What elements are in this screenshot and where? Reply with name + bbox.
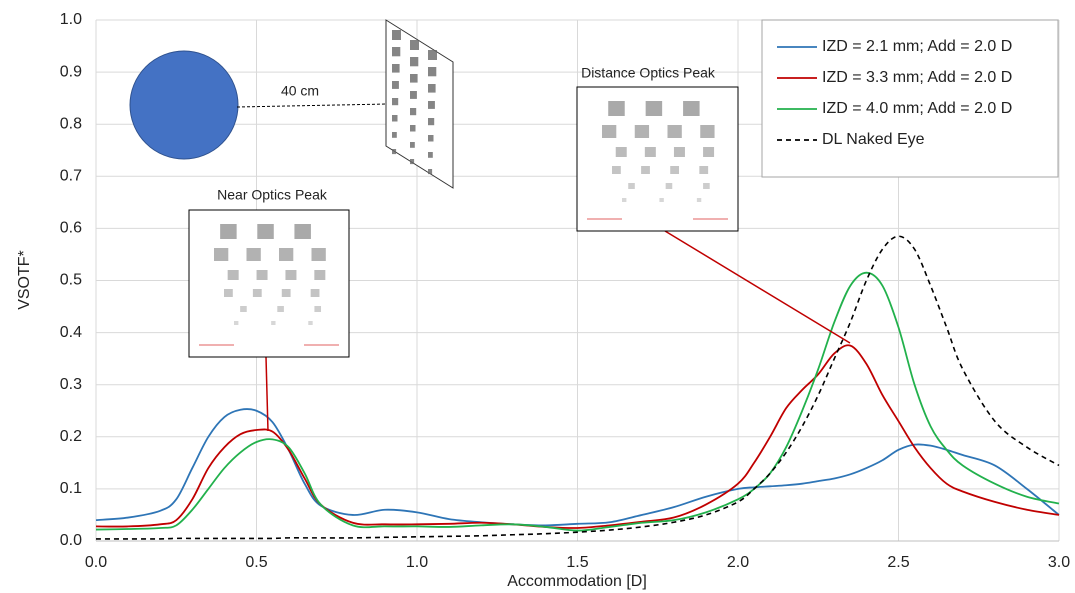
letter bbox=[628, 183, 635, 189]
letter bbox=[410, 91, 417, 99]
legend-label: IZD = 4.0 mm; Add = 2.0 D bbox=[822, 100, 1012, 117]
letter bbox=[257, 270, 268, 280]
letter bbox=[608, 101, 625, 116]
x-tick-label: 0.5 bbox=[245, 554, 267, 571]
letter bbox=[646, 101, 663, 116]
letter bbox=[214, 248, 228, 261]
letter bbox=[314, 270, 325, 280]
letter bbox=[392, 149, 396, 154]
letter bbox=[602, 125, 616, 138]
letter bbox=[645, 147, 656, 157]
letter bbox=[392, 132, 397, 138]
letter bbox=[670, 166, 679, 174]
letter bbox=[612, 166, 621, 174]
letter bbox=[240, 306, 247, 312]
letter bbox=[410, 159, 414, 164]
letter bbox=[699, 166, 708, 174]
legend-label: DL Naked Eye bbox=[822, 131, 925, 148]
letter bbox=[410, 125, 416, 132]
y-tick-label: 0.2 bbox=[60, 428, 82, 445]
letter bbox=[392, 30, 401, 40]
letter bbox=[294, 224, 311, 239]
y-tick-label: 0.5 bbox=[60, 272, 82, 289]
letter bbox=[392, 81, 399, 89]
letter bbox=[410, 74, 418, 83]
letter bbox=[428, 152, 433, 158]
letter bbox=[410, 57, 418, 66]
x-axis-title: Accommodation [D] bbox=[507, 573, 647, 590]
pointer bbox=[266, 357, 268, 431]
letter bbox=[616, 147, 627, 157]
x-tick-label: 3.0 bbox=[1048, 554, 1070, 571]
letter bbox=[220, 224, 237, 239]
letter bbox=[410, 142, 415, 148]
x-tick-label: 1.0 bbox=[406, 554, 428, 571]
y-tick-label: 0.3 bbox=[60, 376, 82, 393]
letter bbox=[392, 98, 398, 105]
letter bbox=[641, 166, 650, 174]
letter bbox=[428, 135, 434, 142]
letter bbox=[392, 64, 400, 73]
y-tick-label: 0.1 bbox=[60, 480, 82, 497]
letter bbox=[428, 50, 437, 60]
letter bbox=[312, 248, 326, 261]
distance-label: 40 cm bbox=[281, 83, 319, 99]
letter bbox=[410, 108, 416, 115]
distance-peak-label: Distance Optics Peak bbox=[581, 65, 716, 81]
letter bbox=[428, 169, 432, 174]
letter bbox=[668, 125, 682, 138]
letter bbox=[428, 118, 434, 125]
letter bbox=[314, 306, 321, 312]
letter bbox=[700, 125, 714, 138]
letter bbox=[279, 248, 293, 261]
letter bbox=[428, 84, 436, 93]
letter bbox=[271, 321, 275, 325]
legend-label: IZD = 3.3 mm; Add = 2.0 D bbox=[822, 69, 1012, 86]
letter bbox=[703, 147, 714, 157]
letter bbox=[247, 248, 261, 261]
letter bbox=[285, 270, 296, 280]
y-tick-label: 0.8 bbox=[60, 115, 82, 132]
y-tick-label: 0.4 bbox=[60, 324, 82, 341]
letter bbox=[428, 67, 436, 76]
letter bbox=[257, 224, 274, 239]
letter bbox=[392, 47, 400, 56]
chart: 0.0 0.1 0.2 0.3 0.4 0.5 0.6 0.7 0.8 0.9 1.0 0.0 0.5 1… bbox=[0, 0, 1075, 593]
letter bbox=[224, 289, 233, 297]
letter bbox=[697, 198, 701, 202]
letter bbox=[622, 198, 626, 202]
y-tick-label: 1.0 bbox=[60, 11, 82, 28]
letter bbox=[683, 101, 700, 116]
letter bbox=[674, 147, 685, 157]
y-tick-label: 0.9 bbox=[60, 63, 82, 80]
x-tick-label: 2.0 bbox=[727, 554, 749, 571]
letter bbox=[392, 115, 398, 122]
letter bbox=[666, 183, 673, 189]
letter bbox=[234, 321, 238, 325]
y-tick-label: 0.7 bbox=[60, 168, 82, 185]
letter bbox=[277, 306, 284, 312]
letter bbox=[635, 125, 649, 138]
x-tick-label: 0.0 bbox=[85, 554, 107, 571]
letter bbox=[253, 289, 262, 297]
eye bbox=[130, 51, 238, 159]
y-tick-label: 0.6 bbox=[60, 220, 82, 237]
x-tick-label: 1.5 bbox=[566, 554, 588, 571]
distance-line bbox=[237, 104, 388, 107]
letter bbox=[428, 101, 435, 109]
letter bbox=[308, 321, 312, 325]
letter bbox=[311, 289, 320, 297]
near-peak-label: Near Optics Peak bbox=[217, 187, 328, 203]
letter bbox=[228, 270, 239, 280]
letter bbox=[282, 289, 291, 297]
pointer bbox=[665, 231, 850, 343]
x-tick-label: 2.5 bbox=[887, 554, 909, 571]
legend-label: IZD = 2.1 mm; Add = 2.0 D bbox=[822, 38, 1012, 55]
letter bbox=[659, 198, 663, 202]
letter bbox=[703, 183, 710, 189]
letter bbox=[410, 40, 419, 50]
y-tick-label: 0.0 bbox=[60, 532, 82, 549]
legend: IZD = 2.1 mm; Add = 2.0 D IZD = 3.3 mm; A… bbox=[762, 20, 1058, 177]
y-axis-title: VSOTF* bbox=[16, 250, 33, 310]
